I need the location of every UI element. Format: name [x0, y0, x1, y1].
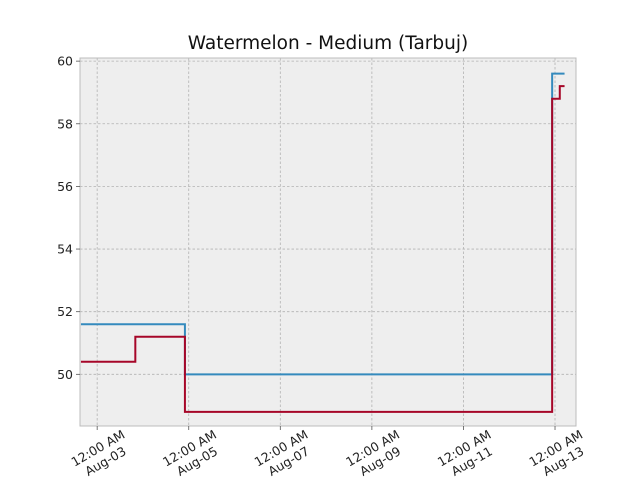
plot-background: [80, 58, 576, 426]
series-line-2: [80, 85, 565, 413]
y-tick-label: 60: [57, 54, 73, 69]
y-tick-label: 50: [57, 367, 73, 382]
y-axis: 50 52 54 56 58 60: [57, 54, 80, 382]
chart-title: Watermelon - Medium (Tarbuj): [188, 33, 468, 54]
y-tick-label: 54: [57, 242, 73, 257]
y-tick-label: 56: [57, 179, 73, 194]
y-tick-label: 58: [57, 116, 73, 131]
series-lines: [80, 72, 565, 413]
y-tick-label: 52: [57, 304, 73, 319]
series-line-1: [80, 72, 565, 376]
plot-frame: [79, 57, 577, 427]
grid-lines: [80, 58, 576, 426]
